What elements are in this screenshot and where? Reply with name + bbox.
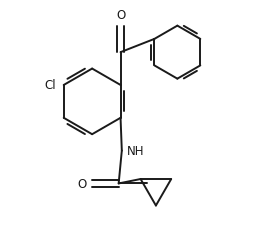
Text: NH: NH	[127, 144, 144, 157]
Text: O: O	[78, 177, 87, 190]
Text: Cl: Cl	[44, 79, 56, 92]
Text: O: O	[116, 8, 125, 22]
